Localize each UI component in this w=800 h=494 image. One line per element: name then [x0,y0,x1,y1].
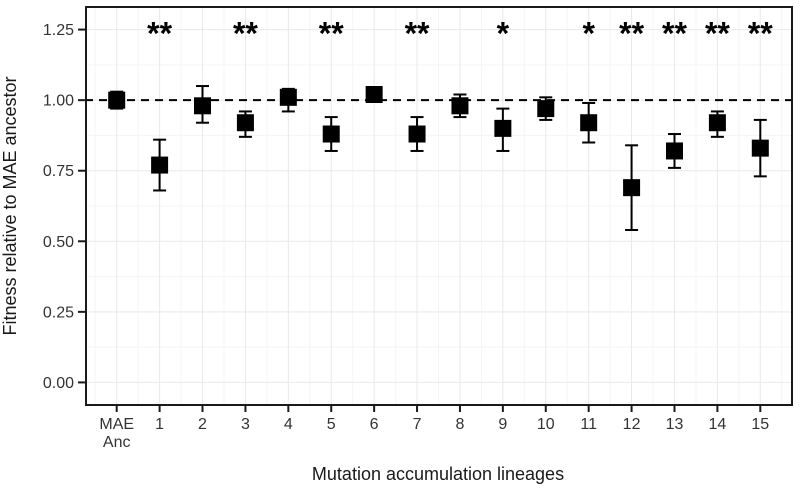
significance-marker: ** [748,16,773,52]
data-point-square [580,114,598,132]
x-tick-label: 9 [498,416,507,433]
x-tick-label: 14 [708,416,726,433]
significance-marker: ** [233,16,258,52]
y-axis-title: Fitness relative to MAE ancestor [0,76,20,335]
significance-marker: ** [147,16,172,52]
plot-panel-border [85,6,793,406]
x-tick-label: 7 [413,416,422,433]
x-tick-label: 11 [580,416,597,433]
data-point-square [194,97,212,115]
data-point-square [408,125,426,143]
data-point-square [279,88,297,106]
x-tick-label: 1 [155,416,164,433]
data-point-square [236,114,254,132]
significance-marker: ** [705,16,730,52]
data-point-square [494,119,512,137]
data-point-square [365,86,383,104]
x-tick-label: 10 [537,416,555,433]
significance-markers-layer: ** ** ** ** * * ** ** ** ** [147,16,773,52]
data-point-square [708,114,726,132]
grid-minor [85,7,792,405]
x-axis-title: Mutation accumulation lineages [312,464,564,484]
data-point-square [751,139,769,157]
data-point-square [108,91,126,109]
x-tick-label: MAE [99,416,134,433]
x-tick-label: Anc [103,434,131,451]
x-tick-label: 13 [666,416,684,433]
data-point-square [537,100,555,118]
data-point-square [623,179,641,197]
y-tick-label: 0.50 [43,234,74,251]
axis-ticks-layer [78,28,762,412]
x-tick-label: 12 [623,416,641,433]
significance-marker: * [497,16,510,52]
significance-marker: ** [662,16,687,52]
x-tick-label: 2 [198,416,207,433]
x-tick-label: 15 [751,416,769,433]
x-tick-label: 4 [284,416,293,433]
data-point-square [151,156,169,174]
significance-marker: ** [319,16,344,52]
x-tick-label: 8 [456,416,465,433]
y-tick-label: 0.75 [43,163,74,180]
y-tick-label: 0.00 [43,375,74,392]
data-point-square [451,97,469,115]
x-tick-label: 6 [370,416,379,433]
y-tick-label: 1.25 [43,22,74,39]
significance-marker: ** [405,16,430,52]
significance-marker: ** [619,16,644,52]
x-tick-label: 3 [241,416,250,433]
data-point-square [665,142,683,160]
y-tick-label: 0.25 [43,304,74,321]
data-points-layer [108,86,769,197]
x-tick-label: 5 [327,416,336,433]
y-tick-label: 1.00 [43,93,74,110]
significance-marker: * [582,16,595,52]
data-point-square [322,125,340,143]
